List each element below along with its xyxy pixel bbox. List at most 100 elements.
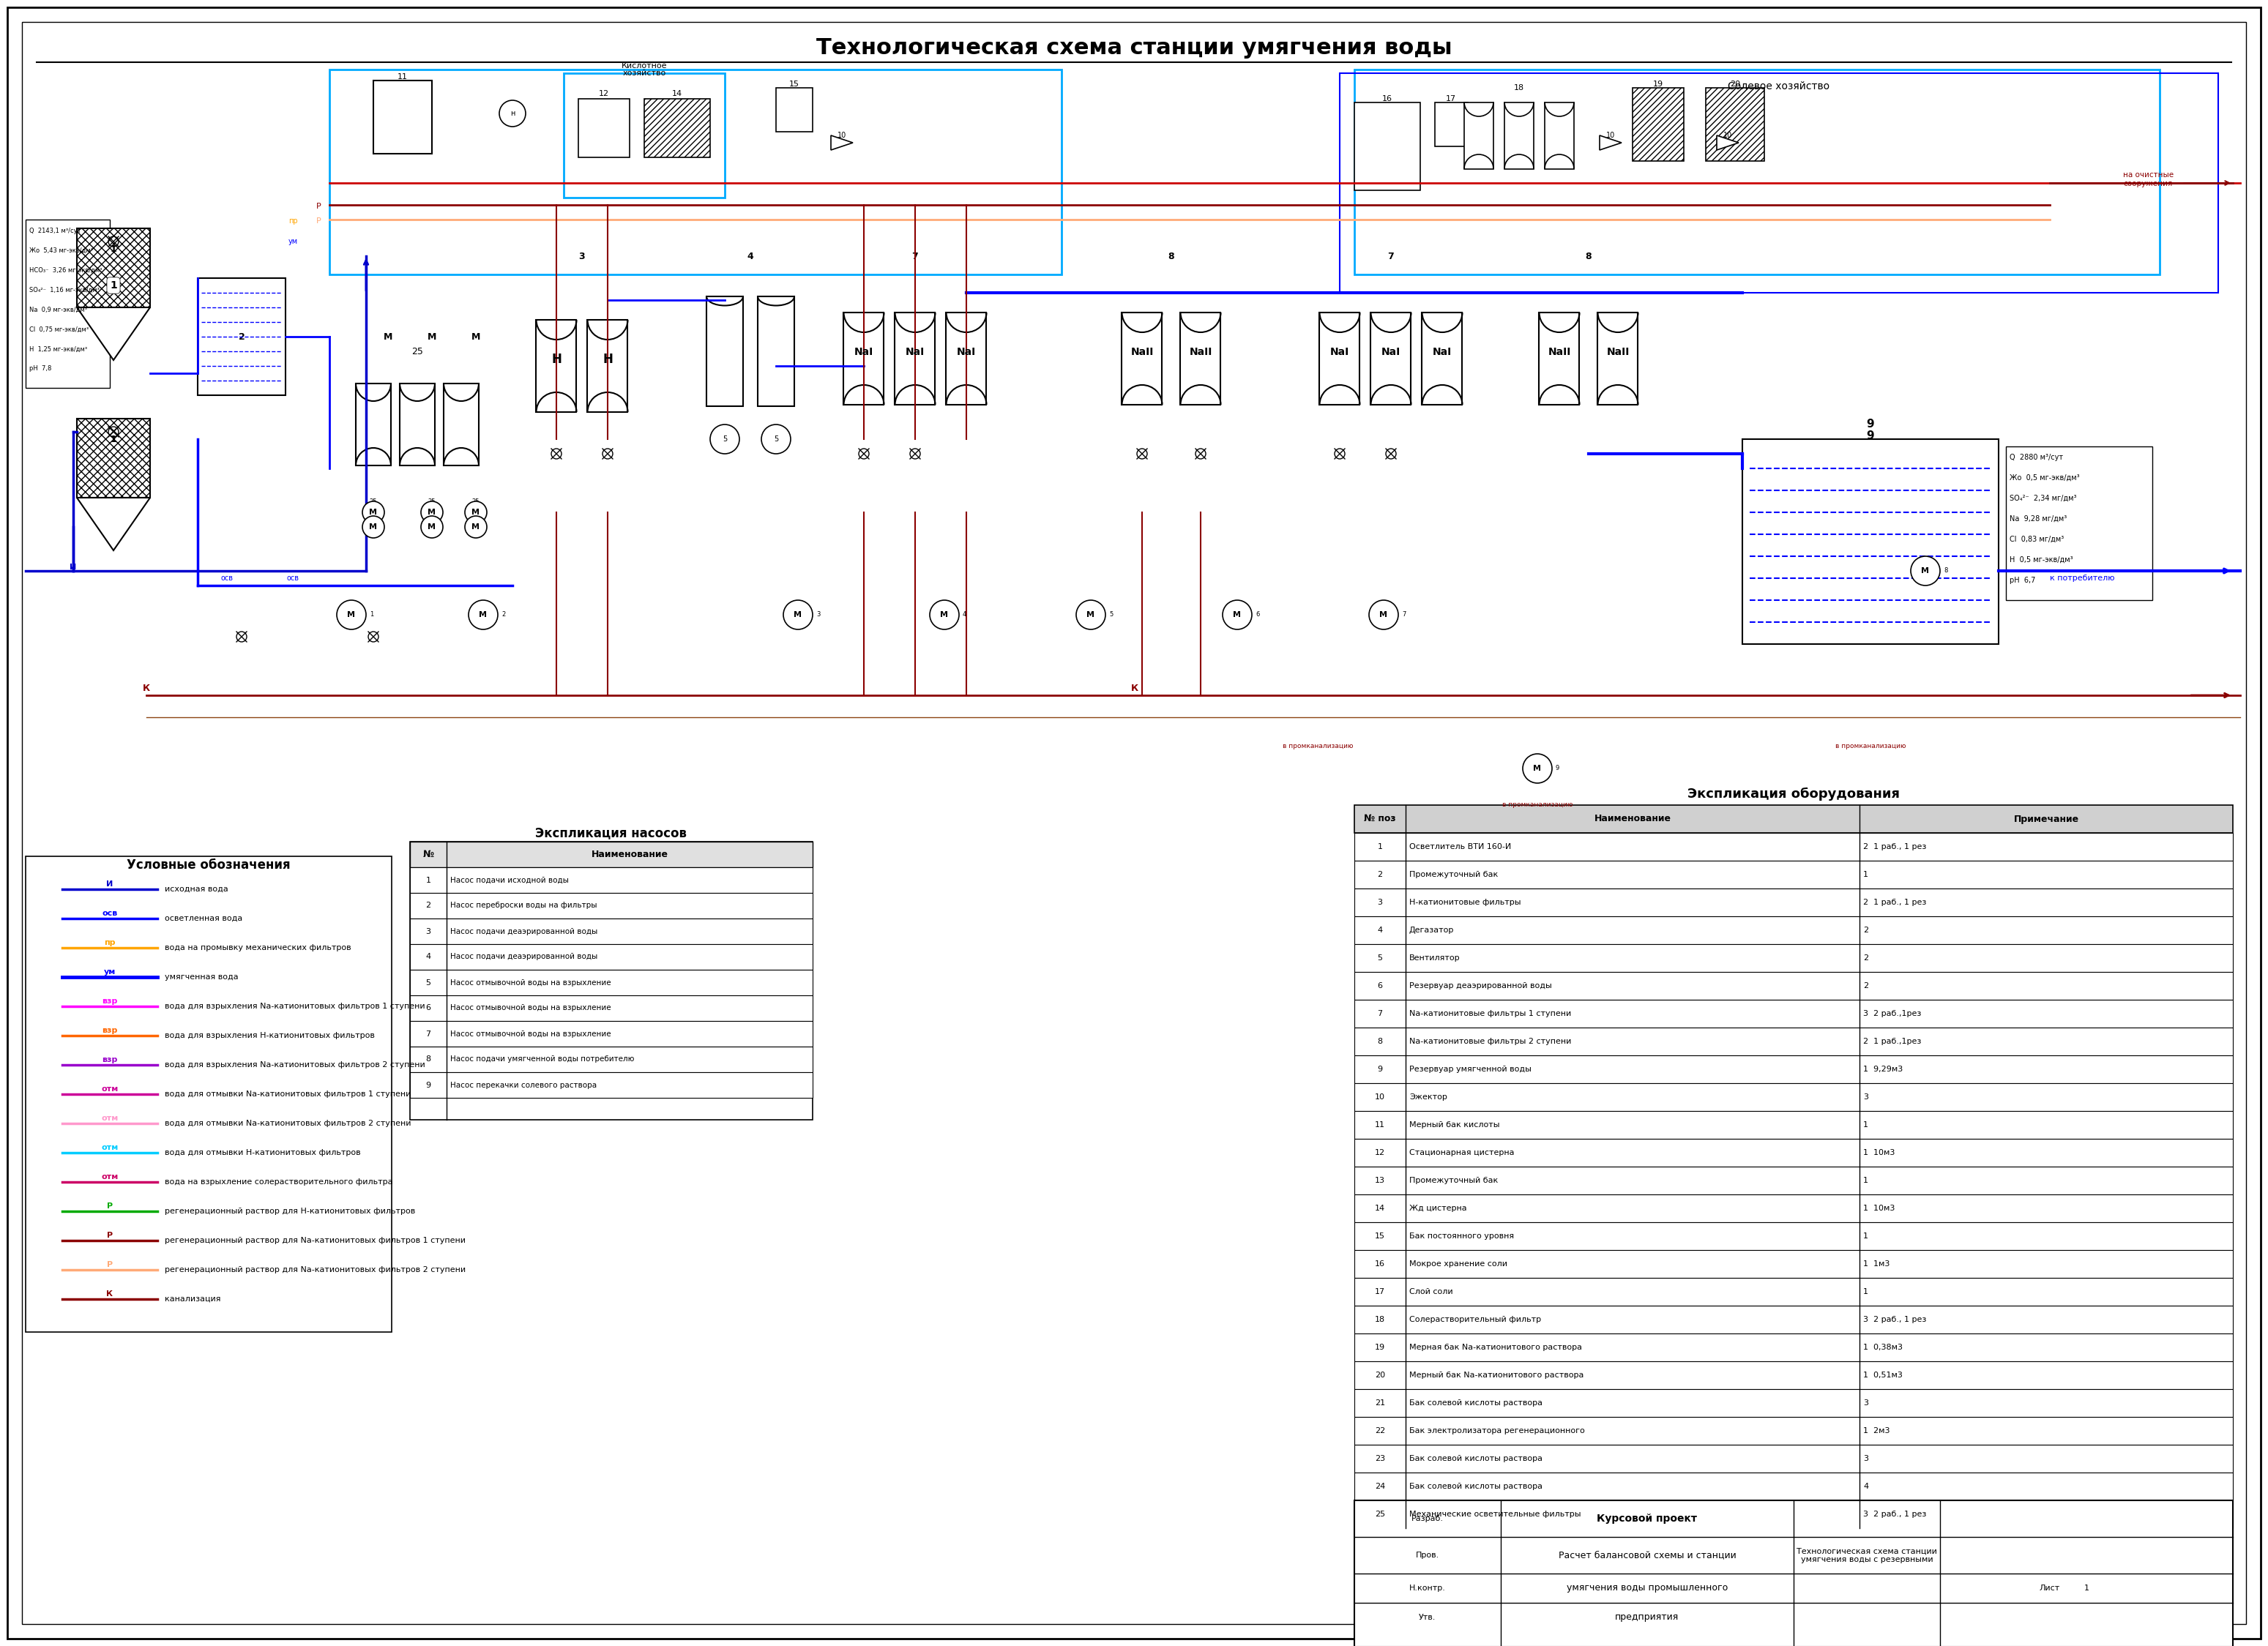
Text: 3  2 раб., 1 рез: 3 2 раб., 1 рез <box>1862 1511 1926 1518</box>
Text: 1: 1 <box>1862 1177 1869 1183</box>
Text: отм: отм <box>102 1174 118 1180</box>
Text: Бак солевой кислоты раствора: Бак солевой кислоты раствора <box>1408 1399 1542 1407</box>
Text: Na  0,9 мг-экв/дм³: Na 0,9 мг-экв/дм³ <box>29 306 86 313</box>
Text: Солевое хозяйство: Солевое хозяйство <box>1728 81 1830 92</box>
Bar <box>1422 313 1463 405</box>
Bar <box>758 296 794 407</box>
Text: 12: 12 <box>599 91 610 97</box>
Bar <box>1354 1277 2234 1305</box>
Text: 25: 25 <box>429 523 435 530</box>
Text: К: К <box>107 1290 113 1297</box>
Bar <box>411 996 812 1021</box>
Text: канализация: канализация <box>166 1295 220 1302</box>
Text: 18: 18 <box>1374 1315 1386 1323</box>
Bar <box>1354 917 2234 945</box>
Polygon shape <box>77 497 150 550</box>
Bar <box>329 69 1061 275</box>
Text: 1: 1 <box>1862 1233 1869 1239</box>
Text: отм: отм <box>102 1085 118 1093</box>
Text: M: M <box>429 509 435 515</box>
Text: H  0,5 мг-экв/дм³: H 0,5 мг-экв/дм³ <box>2009 556 2073 563</box>
Text: 8: 8 <box>1944 568 1948 574</box>
Text: Жо  0,5 мг-экв/дм³: Жо 0,5 мг-экв/дм³ <box>2009 474 2080 482</box>
Bar <box>1354 1333 2234 1361</box>
Text: осв: осв <box>286 574 299 581</box>
Text: Бак постоянного уровня: Бак постоянного уровня <box>1408 1233 1515 1239</box>
Bar <box>1354 1417 2234 1445</box>
Text: Экспликация оборудования: Экспликация оборудования <box>1687 787 1901 800</box>
Text: 19: 19 <box>1374 1343 1386 1351</box>
Bar <box>1354 1223 2234 1249</box>
Text: Утв.: Утв. <box>1420 1613 1436 1621</box>
Text: Н-катионитовые фильтры: Н-катионитовые фильтры <box>1408 899 1522 905</box>
Text: вода для взрыхления Na-катионитовых фильтров 2 ступени: вода для взрыхления Na-катионитовых филь… <box>166 1062 424 1068</box>
Text: 2: 2 <box>1377 871 1383 879</box>
Text: 1: 1 <box>1862 1121 1869 1129</box>
Text: вода для взрыхления Н-катионитовых фильтров: вода для взрыхления Н-катионитовых фильт… <box>166 1032 374 1039</box>
Text: 9: 9 <box>1556 765 1560 772</box>
Circle shape <box>930 601 959 629</box>
Text: вода для отмывки Na-катионитовых фильтров 2 ступени: вода для отмывки Na-катионитовых фильтро… <box>166 1119 411 1128</box>
Bar <box>411 841 812 1119</box>
Bar <box>374 81 431 153</box>
Text: Кислотное: Кислотное <box>621 63 667 69</box>
Circle shape <box>465 502 488 523</box>
Text: 9: 9 <box>1867 430 1873 441</box>
Text: 8: 8 <box>1585 252 1592 262</box>
Text: H: H <box>603 352 612 365</box>
Text: Лист: Лист <box>2039 1585 2059 1592</box>
Text: 5: 5 <box>1109 611 1114 619</box>
Text: Механические осветительные фильтры: Механические осветительные фильтры <box>1408 1511 1581 1518</box>
Text: взр: взр <box>102 997 118 1004</box>
Text: регенерационный раствор для Na-катионитовых фильтров 1 ступени: регенерационный раствор для Na-катионито… <box>166 1236 465 1244</box>
Text: 3: 3 <box>1862 1093 1869 1101</box>
Text: №: № <box>422 849 433 859</box>
Bar <box>535 319 576 412</box>
Text: умягчения воды промышленного: умягчения воды промышленного <box>1567 1583 1728 1593</box>
Text: 1  1м3: 1 1м3 <box>1862 1261 1889 1267</box>
Text: 3  2 раб., 1 рез: 3 2 раб., 1 рез <box>1862 1315 1926 1323</box>
Text: отм: отм <box>102 1114 118 1123</box>
Text: 25: 25 <box>411 347 424 356</box>
Bar <box>77 418 150 497</box>
Text: К: К <box>1132 683 1139 693</box>
Bar <box>565 72 726 198</box>
Bar <box>844 313 885 405</box>
Text: M: M <box>383 332 392 341</box>
Bar <box>411 1072 812 1098</box>
Text: 14: 14 <box>671 91 683 97</box>
Text: Na-катионитовые фильтры 1 ступени: Na-катионитовые фильтры 1 ступени <box>1408 1011 1572 1017</box>
Text: осветленная вода: осветленная вода <box>166 915 243 922</box>
Bar <box>1354 1027 2234 1055</box>
Text: Мокрое хранение соли: Мокрое хранение соли <box>1408 1261 1508 1267</box>
Bar <box>1706 87 1765 161</box>
Text: Мерный бак Na-катионитового раствора: Мерный бак Na-катионитового раствора <box>1408 1371 1583 1379</box>
Text: SO₄²⁻  1,16 мг-экв/дм³: SO₄²⁻ 1,16 мг-экв/дм³ <box>29 286 100 293</box>
Text: M: M <box>347 611 356 619</box>
Bar <box>1504 102 1533 168</box>
Text: NaI: NaI <box>1433 347 1452 357</box>
Circle shape <box>363 515 383 538</box>
Text: 2: 2 <box>501 611 506 619</box>
Bar <box>1597 313 1637 405</box>
Bar <box>356 384 390 466</box>
Text: осв: осв <box>102 910 118 917</box>
Text: 6: 6 <box>1377 983 1383 989</box>
Text: 19: 19 <box>1653 81 1662 87</box>
Text: Na-катионитовые фильтры 2 ступени: Na-катионитовые фильтры 2 ступени <box>1408 1039 1572 1045</box>
Bar <box>411 969 812 996</box>
Bar <box>644 99 710 158</box>
Text: Вентилятор: Вентилятор <box>1408 955 1461 961</box>
Text: Q  2143,1 м³/сут: Q 2143,1 м³/сут <box>29 227 82 234</box>
Text: M: M <box>370 523 376 530</box>
Bar <box>1633 87 1683 161</box>
Text: Р: Р <box>107 1231 113 1239</box>
Text: Р: Р <box>315 217 322 226</box>
Bar <box>411 918 812 945</box>
Text: ум: ум <box>288 239 297 245</box>
Text: 2: 2 <box>1862 983 1869 989</box>
Bar <box>1354 805 2234 833</box>
Text: Технологическая схема станции
умягчения воды с резервными: Технологическая схема станции умягчения … <box>1796 1547 1937 1564</box>
Text: Насос переброски воды на фильтры: Насос переброски воды на фильтры <box>451 902 596 909</box>
Bar <box>644 99 710 158</box>
